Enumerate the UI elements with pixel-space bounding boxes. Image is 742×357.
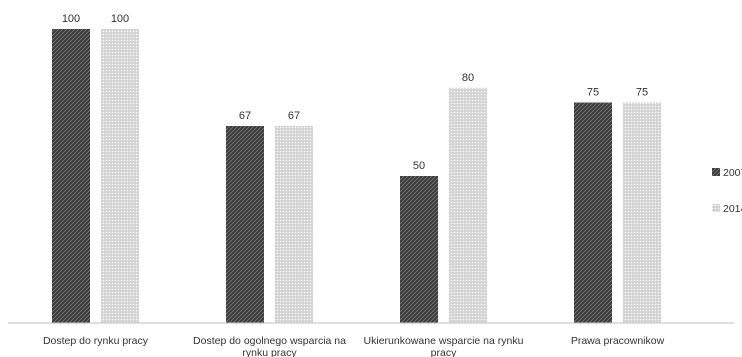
category-label-3-0: Prawa pracownikow: [571, 335, 665, 347]
data-label-2014-3: 75: [636, 87, 648, 99]
bars-layer: [52, 29, 661, 324]
legend-swatch-2007: [712, 168, 720, 176]
category-label-2-0: Ukierunkowane wsparcie na rynku: [364, 335, 524, 347]
data-label-2007-1: 67: [239, 110, 251, 122]
data-label-2014-1: 67: [288, 110, 300, 122]
category-label-0-0: Dostep do rynku pracy: [43, 335, 149, 347]
data-label-2014-2: 80: [462, 72, 474, 84]
data-label-2007-0: 100: [62, 13, 80, 25]
category-label-1-0: Dostep do ogolnego wsparcia na: [193, 335, 346, 347]
legend-label-2007: 2007: [723, 167, 742, 179]
bar-2007-1: [226, 126, 264, 324]
legend-label-2014: 2014: [723, 203, 742, 215]
bar-2007-0: [52, 29, 90, 323]
bar-2014-2: [449, 87, 487, 323]
category-label-1-1: rynku pracy: [242, 347, 297, 357]
category-labels-layer: Dostep do rynku pracy Dostep do ogolnego …: [43, 335, 665, 357]
legend-swatch-2014: [712, 204, 720, 212]
value-labels-layer: 100 100 67 67 50 80 75 75: [62, 13, 648, 172]
data-label-2007-2: 50: [413, 160, 425, 172]
data-label-2007-3: 75: [587, 87, 599, 99]
data-label-2014-0: 100: [111, 13, 129, 25]
bar-2014-1: [275, 126, 313, 324]
bar-2007-2: [400, 176, 438, 323]
legend: 2007 2014: [712, 167, 742, 215]
category-label-2-1: pracy: [431, 347, 457, 357]
bar-2007-3: [574, 102, 612, 323]
bar-2014-3: [623, 102, 661, 323]
bar-2014-0: [101, 29, 139, 323]
